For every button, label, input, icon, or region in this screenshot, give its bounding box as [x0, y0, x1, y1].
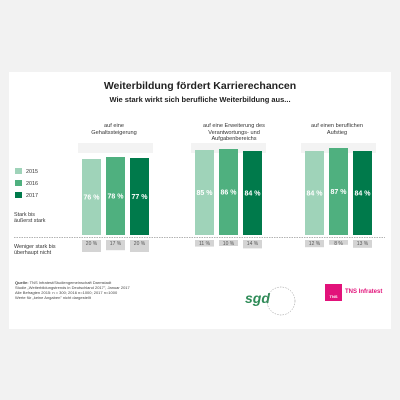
group-label-verantwortung-line-3: Aufgabenbereichs — [211, 136, 257, 142]
bar-verantwortung-2016 — [219, 149, 238, 235]
legend-swatch-2015 — [15, 168, 22, 174]
chart-title: Weiterbildung fördert Karrierechancen — [103, 80, 297, 92]
lower-bar-label-aufstieg-2016: 8 % — [334, 241, 343, 247]
bar-label-gehalt-2016: 78 % — [108, 194, 125, 201]
bar-aufstieg-2015 — [305, 151, 324, 235]
lower-bar-verantwortung-2015 — [195, 240, 214, 247]
bar-aufstieg-2017 — [353, 151, 372, 235]
source-label: Quelle: — [15, 280, 29, 285]
lower-bar-label-verantwortung-2016: 10 % — [223, 241, 235, 247]
row-label-lower-line-1: Weniger stark bis — [14, 244, 56, 250]
lower-bar-aufstieg-2016 — [329, 240, 348, 245]
bar-verantwortung-2017 — [243, 151, 262, 235]
sgd-logo-text: sgd — [245, 290, 270, 306]
tns-logo-box: TNS — [325, 284, 342, 301]
tns-logo-text: TNS Infratest — [345, 289, 383, 295]
lower-bar-label-verantwortung-2017: 14 % — [247, 241, 259, 247]
group-backdrop-gehalt — [78, 143, 153, 153]
chart-canvas: 76 % 20 % 78 % 17 % 77 % 20 % 85 % 11 % 86 % 10 %… — [14, 143, 385, 252]
source-notes: Quelle: TNS Infratest/Studiengemeinschaf… — [15, 280, 185, 300]
legend-item-2015: 2015 — [15, 168, 38, 176]
legend-item-2017: 2017 — [15, 192, 38, 200]
group-label-gehalt-line-1: auf eine — [104, 123, 124, 129]
lower-bar-label-gehalt-2017: 20 % — [134, 241, 146, 247]
lower-bar-gehalt-2016 — [106, 240, 125, 251]
bar-aufstieg-2016 — [329, 148, 348, 235]
legend-swatch-2016 — [15, 180, 22, 186]
source-line-2: Studie „Weiterbildungstrends in Deutschl… — [15, 285, 130, 290]
chart-subtitle: Wie stark wirkt sich berufliche Weiterbi… — [109, 95, 291, 104]
legend-label-2016: 2016 — [26, 181, 38, 187]
lower-bar-verantwortung-2016 — [219, 240, 238, 246]
legend-label-2017: 2017 — [26, 193, 38, 199]
bar-label-aufstieg-2016: 87 % — [331, 189, 348, 196]
source-line-3: Alle Befragten 2015: n = 300; 2016 n=100… — [15, 290, 118, 295]
bar-label-verantwortung-2016: 86 % — [221, 190, 238, 197]
bar-gehalt-2015 — [82, 159, 101, 235]
group-label-verantwortung: auf eine Erweiterung des Verantwortungs-… — [179, 123, 289, 143]
lower-bar-verantwortung-2017 — [243, 240, 262, 249]
legend-label-2015: 2015 — [26, 169, 38, 175]
source-line-4: Werte für „keine Angaben" nicht dargeste… — [15, 295, 91, 300]
bar-gehalt-2017 — [130, 158, 149, 235]
group-label-aufstieg-line-2: Aufstieg — [326, 129, 348, 136]
tns-infratest-logo: TNS TNS Infratest — [325, 284, 385, 320]
lower-bar-label-aufstieg-2015: 12 % — [309, 241, 321, 247]
row-label-upper-line-2: äußerst stark — [14, 218, 46, 225]
bar-label-gehalt-2015: 76 % — [84, 195, 101, 202]
bar-label-verantwortung-2017: 84 % — [245, 191, 262, 198]
lower-bar-label-gehalt-2015: 20 % — [86, 241, 98, 247]
row-label-upper: Stark bis äußerst stark — [14, 212, 45, 224]
group-backdrop-verantwortung — [191, 143, 266, 153]
lower-bar-gehalt-2015 — [82, 240, 101, 252]
lower-bar-aufstieg-2017 — [353, 240, 372, 248]
bar-label-aufstieg-2017: 84 % — [355, 191, 372, 198]
bar-label-verantwortung-2015: 85 % — [197, 190, 214, 197]
group-label-verantwortung-line-2: Verantwortungs- und — [208, 129, 260, 136]
group-label-aufstieg-line-1: auf einen beruflichen — [311, 123, 363, 129]
source-line-1: TNS Infratest/Studiengemeinschaft Darmst… — [29, 280, 112, 285]
group-label-gehalt-line-2: Gehaltssteigerung — [91, 129, 137, 136]
lower-bar-label-gehalt-2016: 17 % — [110, 241, 122, 247]
group-label-verantwortung-line-1: auf eine Erweiterung des — [203, 123, 265, 129]
bar-gehalt-2016 — [106, 157, 125, 235]
lower-bar-label-verantwortung-2015: 11 % — [199, 241, 211, 247]
lower-bar-label-aufstieg-2017: 13 % — [357, 241, 369, 247]
legend-item-2016: 2016 — [15, 180, 38, 188]
bar-label-gehalt-2017: 77 % — [132, 194, 149, 201]
lower-bar-gehalt-2017 — [130, 240, 149, 252]
bar-verantwortung-2015 — [195, 150, 214, 235]
lower-bar-aufstieg-2015 — [305, 240, 324, 248]
row-label-lower: Weniger stark bis überhaupt nicht — [14, 244, 56, 256]
row-label-lower-line-2: überhaupt nicht — [14, 250, 52, 257]
legend-swatch-2017 — [15, 192, 22, 198]
slide: Weiterbildung fördert Karrierechancen Wi… — [9, 72, 391, 329]
group-label-gehalt: auf eine Gehaltssteigerung — [69, 123, 159, 136]
group-label-aufstieg: auf einen beruflichen Aufstieg — [292, 123, 382, 136]
bar-label-aufstieg-2015: 84 % — [307, 191, 324, 198]
sgd-logo: sgd — [245, 284, 325, 318]
row-label-upper-line-1: Stark bis — [14, 212, 35, 218]
